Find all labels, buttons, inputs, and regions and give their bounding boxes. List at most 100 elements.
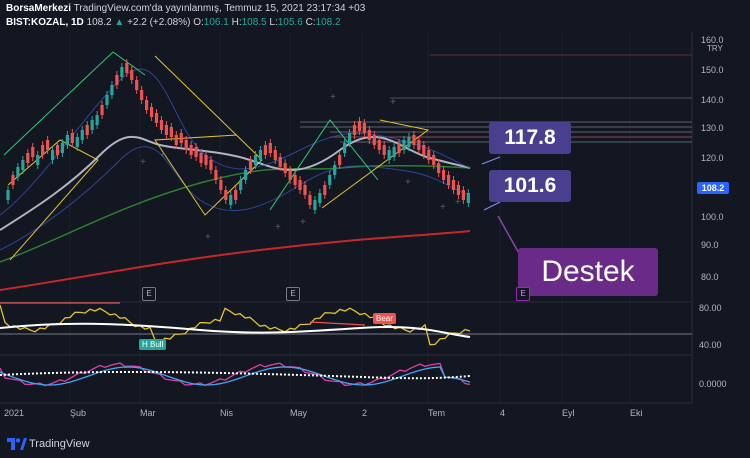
connector-line <box>483 201 501 211</box>
time-tick: 4 <box>500 408 506 418</box>
publisher-name[interactable]: BorsaMerkezi <box>6 3 72 14</box>
ma200-line <box>0 230 471 291</box>
candle-body <box>298 180 302 190</box>
oscillator-ma-line <box>0 322 471 338</box>
candle-body <box>85 125 89 135</box>
price-tick: 80.0 <box>701 272 719 282</box>
price-tick: 140.0 <box>701 95 724 105</box>
footer: TradingView <box>0 430 750 458</box>
bull-signal-badge: H Bull <box>139 339 167 350</box>
candle-body <box>372 135 376 145</box>
candle-body <box>367 130 371 140</box>
bear-signal-badge: Bear <box>373 313 396 324</box>
candle-body <box>21 160 25 170</box>
price-tick: 150.0 <box>701 65 724 75</box>
currency-label: TRY <box>707 44 723 53</box>
candle-body <box>50 150 55 160</box>
candle-body <box>387 150 391 160</box>
price-tick: 100.0 <box>701 212 724 222</box>
time-tick: Mar <box>140 408 156 418</box>
close-label: C: <box>305 17 316 28</box>
candle-body <box>303 185 307 195</box>
candle-body <box>26 153 30 163</box>
candle-body <box>100 105 104 115</box>
candle-body <box>456 185 461 195</box>
candle-body <box>189 145 193 155</box>
candle-body <box>323 185 327 195</box>
high-label: H: <box>231 17 242 28</box>
candle-body <box>70 133 74 143</box>
price-tick: 130.0 <box>701 123 724 133</box>
candle-body <box>90 120 94 130</box>
tradingview-brand[interactable]: TradingView <box>29 438 90 450</box>
candle-body <box>199 153 203 163</box>
trend-lines[interactable] <box>3 51 430 261</box>
cross-marker: + <box>390 97 396 108</box>
band-lower <box>0 146 471 251</box>
time-tick: Tem <box>428 408 446 418</box>
time-tick: May <box>290 408 308 418</box>
candle-body <box>115 75 119 85</box>
candle-body <box>263 145 267 155</box>
candle-body <box>278 157 282 167</box>
cross-marker: + <box>160 150 166 161</box>
candle-body <box>333 165 337 175</box>
candle-body <box>392 147 396 157</box>
price-tick: 160.0 <box>701 35 724 45</box>
time-tick: Nis <box>220 408 233 418</box>
candle-body <box>442 170 446 180</box>
time-tick: Eyl <box>562 408 575 418</box>
candle-body <box>6 190 10 200</box>
earnings-marker[interactable]: E <box>286 287 300 301</box>
candle-body <box>105 95 109 105</box>
candle-body <box>318 193 322 203</box>
price-change: +2.2 (+2.08%) <box>127 17 191 28</box>
time-tick: 2 <box>362 408 368 418</box>
resistance-annotation[interactable]: 117.8 <box>489 122 571 154</box>
chart-header: BorsaMerkezi TradingView.com'da yayınlan… <box>0 0 750 32</box>
candle-body <box>432 155 436 165</box>
candle-body <box>446 175 451 185</box>
close-value: 108.2 <box>315 17 341 28</box>
candle-body <box>164 125 168 135</box>
candle-body <box>234 190 238 200</box>
candle-body <box>377 140 381 150</box>
candle-body <box>145 100 149 110</box>
price-chart[interactable]: + + + + + + + + + + <box>0 0 750 430</box>
osc-tick: 40.00 <box>699 340 722 350</box>
low-value: 105.6 <box>277 17 303 28</box>
candle-body <box>209 160 213 170</box>
symbol-legend: BIST:KOZAL, 1D 108.2 ▲ +2.2 (+2.08%) O:1… <box>6 17 341 28</box>
candle-body <box>41 145 45 155</box>
candle-body <box>174 135 178 145</box>
earnings-marker[interactable]: E <box>516 287 530 301</box>
candle-body <box>308 195 312 205</box>
candle-body <box>402 140 406 150</box>
symbol-name[interactable]: BIST:KOZAL, 1D <box>6 17 84 28</box>
support-level-annotation[interactable]: 101.6 <box>489 170 571 202</box>
candle-body <box>362 123 366 133</box>
candle-body <box>239 180 243 190</box>
current-price-tag: 108.2 <box>697 182 729 194</box>
candle-body <box>283 163 287 173</box>
earnings-marker[interactable]: E <box>142 287 156 301</box>
candle-body <box>36 155 40 165</box>
time-tick: 2021 <box>4 408 25 418</box>
chart-grid <box>69 32 631 403</box>
candle-body <box>343 143 347 153</box>
candle-body <box>422 145 426 155</box>
price-tick: 120.0 <box>701 153 724 163</box>
candle-body <box>466 193 470 203</box>
candle-body <box>224 190 228 200</box>
cross-marker: + <box>440 202 446 213</box>
connector-line <box>481 156 501 165</box>
candle-body <box>427 150 431 160</box>
cross-marker: + <box>300 217 306 228</box>
high-value: 108.5 <box>241 17 267 28</box>
candle-body <box>219 180 223 190</box>
candle-body <box>95 115 99 125</box>
candle-body <box>412 135 416 145</box>
support-label-box[interactable]: Destek <box>518 248 658 296</box>
cross-marker: + <box>205 232 211 243</box>
time-tick: Şub <box>70 408 87 418</box>
